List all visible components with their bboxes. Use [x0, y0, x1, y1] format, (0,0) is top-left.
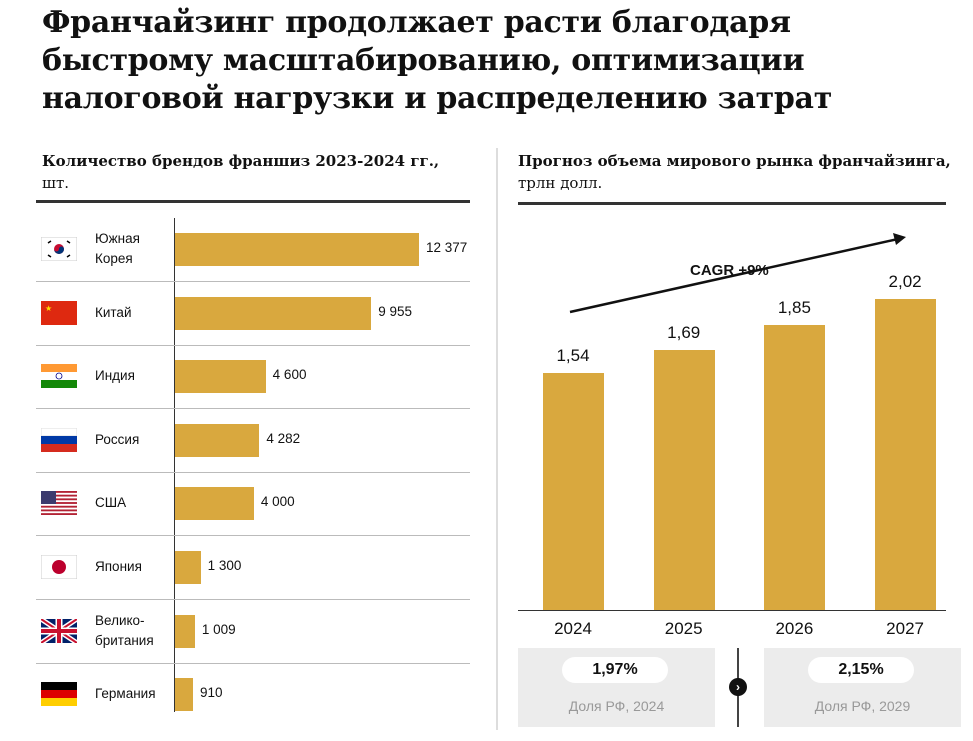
share-caption: Доля РФ, 2029: [814, 698, 911, 714]
left-title-text: Количество брендов франшиз 2023-2024 гг.…: [42, 152, 440, 170]
share-value: 2,15%: [808, 657, 914, 683]
japan-flag-icon: [41, 555, 77, 579]
left-chart-title: Количество брендов франшиз 2023-2024 гг.…: [42, 150, 482, 194]
south-korea-flag-icon: [41, 237, 77, 261]
left-unit: шт.: [42, 174, 70, 192]
cagr-label: CAGR +9%: [690, 262, 769, 279]
value-label: 910: [199, 685, 223, 701]
value-label: 4 282: [266, 430, 301, 446]
value-label: 1 009: [201, 621, 236, 637]
share-caption: Доля РФ, 2024: [568, 698, 665, 714]
svg-text:★: ★: [45, 304, 52, 313]
bar: [653, 349, 715, 610]
bar: [175, 423, 260, 457]
bar: [543, 372, 604, 610]
right-chart-title: Прогноз объема мирового рынка франчайзин…: [518, 150, 968, 194]
bar: [764, 325, 826, 610]
bar: [175, 233, 419, 266]
value-label: 9 955: [378, 303, 413, 319]
uk-flag-icon: [41, 618, 77, 643]
right-header-rule: [518, 202, 946, 205]
share-box-2029: 2,15% Доля РФ, 2029: [764, 648, 961, 727]
bar: [175, 551, 201, 584]
right-unit: трлн долл.: [518, 174, 603, 192]
year-label: 2026: [775, 619, 814, 638]
row-separator: [36, 535, 470, 537]
value-label: 1,69: [667, 322, 701, 342]
bar: [175, 296, 372, 330]
share-value: 1,97%: [562, 657, 668, 683]
chevron-right-icon: ›: [729, 678, 747, 696]
country-label: Россия: [95, 431, 140, 447]
value-label: 1 300: [207, 558, 242, 573]
left-header-rule: [36, 200, 470, 203]
year-label: 2025: [664, 619, 703, 638]
value-label: 1,85: [777, 298, 811, 318]
year-label: 2024: [554, 619, 592, 638]
bar: [175, 678, 193, 712]
row-separator: [36, 408, 470, 410]
row-separator: [36, 471, 470, 473]
bar: [175, 360, 266, 394]
russia-flag-icon: [41, 427, 77, 452]
page-title: Франчайзинг продолжает расти благодаря б…: [42, 5, 832, 116]
row-separator: [36, 344, 470, 346]
bar: [175, 614, 195, 648]
right-title-text: Прогноз объема мирового рынка франчайзин…: [518, 152, 951, 170]
value-label: 4 000: [260, 494, 295, 510]
row-separator: [36, 281, 470, 282]
left-axis: [174, 218, 175, 712]
country-label: США: [95, 495, 127, 511]
china-flag-icon: ★: [41, 300, 77, 325]
country-label: Велико-британия: [95, 612, 154, 648]
right-baseline: [518, 610, 946, 611]
country-label: Япония: [95, 559, 142, 574]
value-label: 1,54: [556, 345, 590, 365]
value-label: 2,02: [888, 271, 922, 291]
row-separator: [36, 662, 470, 664]
bar: [175, 487, 254, 521]
value-label: 4 600: [272, 367, 307, 383]
column-divider: [496, 148, 498, 730]
germany-flag-icon: [41, 682, 77, 707]
country-label: Южная Корея: [95, 231, 140, 266]
share-box-2024: 1,97% Доля РФ, 2024: [518, 648, 715, 727]
india-flag-icon: [41, 364, 77, 389]
row-separator: [36, 599, 470, 600]
value-label: 12 377: [426, 240, 468, 255]
bar: [875, 298, 937, 610]
usa-flag-icon: [41, 491, 77, 516]
country-label: Китай: [95, 304, 132, 320]
country-label: Индия: [95, 368, 135, 384]
year-label: 2027: [886, 619, 924, 638]
country-label: Германия: [95, 686, 156, 702]
